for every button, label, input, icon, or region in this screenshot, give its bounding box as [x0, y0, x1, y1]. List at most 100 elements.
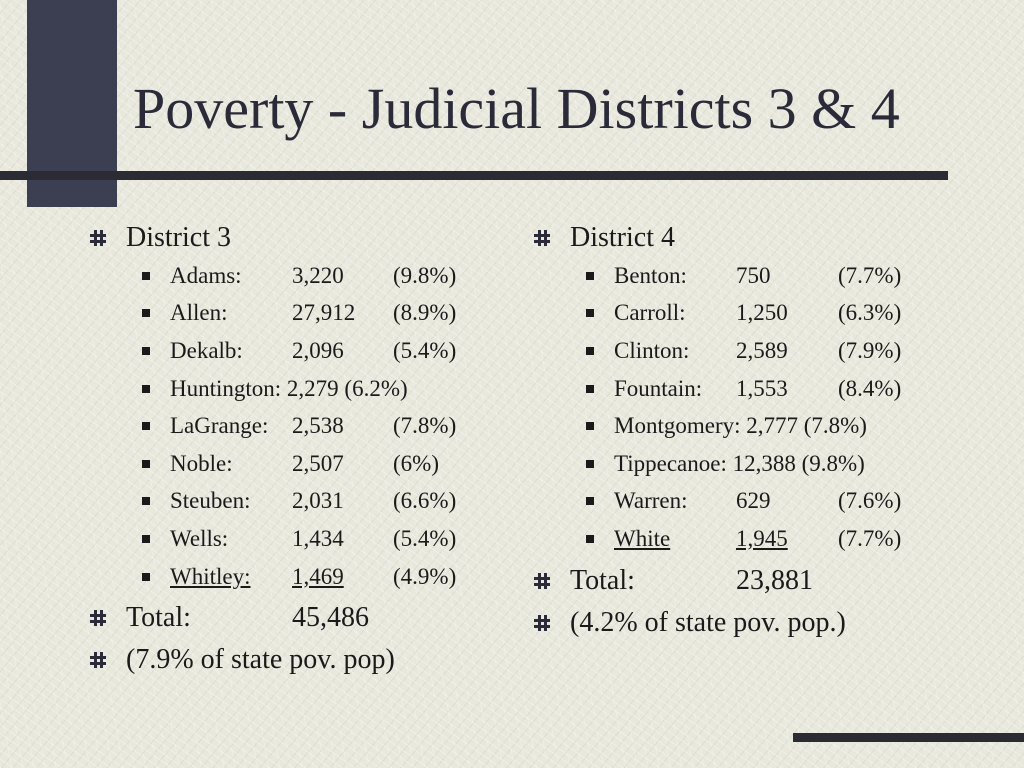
county-count: 27,912: [292, 300, 356, 326]
square-bullet-icon: [142, 422, 150, 431]
square-bullet-icon: [142, 572, 150, 581]
district-4-column: District 4 Benton: 750 (7.7%) Carroll: 1…: [534, 219, 974, 642]
county-percent: (7.8%): [393, 413, 457, 439]
square-bullet-icon: [142, 459, 150, 468]
county-percent: (6.6%): [393, 488, 457, 514]
county-percent: (9.8%): [393, 262, 457, 288]
county-percent: (6%): [393, 450, 439, 476]
county-name: LaGrange:: [170, 413, 269, 439]
footer-divider: [793, 733, 1024, 742]
county-row: Adams: 3,220 (9.8%): [90, 257, 500, 295]
square-bullet-icon: [586, 346, 594, 355]
county-percent: (5.4%): [393, 525, 457, 551]
county-row: Dekalb: 2,096 (5.4%): [90, 332, 500, 370]
square-bullet-icon: [586, 459, 594, 468]
square-bullet-icon: [586, 271, 594, 280]
county-row: Huntington: 2,279 (6.2%): [90, 370, 500, 408]
district-4-share: (4.2% of state pov. pop.): [534, 604, 974, 642]
county-percent: (8.9%): [393, 300, 457, 326]
county-name: Clinton:: [614, 337, 690, 363]
county-count: 1,469: [292, 563, 344, 589]
title-divider: [0, 171, 948, 180]
square-bullet-icon: [142, 534, 150, 543]
county-row: Whitley: 1,469 (4.9%): [90, 558, 500, 596]
county-count: 2,589: [736, 337, 788, 363]
district-3-total: Total: 45,486: [90, 599, 500, 637]
square-bullet-icon: [586, 422, 594, 431]
hash-bullet-icon: [90, 230, 106, 246]
county-row: Tippecanoe: 12,388 (9.8%): [534, 445, 974, 483]
district-4-heading-item: District 4: [534, 219, 974, 257]
square-bullet-icon: [142, 497, 150, 506]
square-bullet-icon: [586, 384, 594, 393]
county-row-text: Tippecanoe: 12,388 (9.8%): [614, 450, 865, 476]
county-percent: (8.4%): [838, 375, 902, 401]
square-bullet-icon: [586, 309, 594, 318]
county-row: Allen: 27,912 (8.9%): [90, 295, 500, 333]
county-row: Wells: 1,434 (5.4%): [90, 520, 500, 558]
county-name: Steuben:: [170, 488, 251, 514]
hash-bullet-icon: [534, 230, 550, 246]
county-count: 2,096: [292, 337, 344, 363]
county-name: Wells:: [170, 525, 229, 551]
county-row: Montgomery: 2,777 (7.8%): [534, 407, 974, 445]
county-row: Clinton: 2,589 (7.9%): [534, 332, 974, 370]
slide-title: Poverty - Judicial Districts 3 & 4: [133, 76, 900, 141]
county-count: 2,538: [292, 413, 344, 439]
county-name: White: [614, 525, 671, 551]
county-name: Fountain:: [614, 375, 703, 401]
county-row: Fountain: 1,553 (8.4%): [534, 370, 974, 408]
hash-bullet-icon: [534, 614, 550, 631]
county-percent: (5.4%): [393, 337, 457, 363]
district-4-total: Total: 23,881: [534, 562, 974, 600]
county-percent: (6.3%): [838, 300, 902, 326]
share-text: (7.9% of state pov. pop): [126, 644, 395, 676]
county-name: Benton:: [614, 262, 687, 288]
square-bullet-icon: [142, 309, 150, 318]
county-count: 629: [736, 488, 771, 514]
county-count: 3,220: [292, 262, 344, 288]
square-bullet-icon: [142, 271, 150, 280]
county-name: Carroll:: [614, 300, 686, 326]
county-name: Whitley:: [170, 563, 251, 589]
square-bullet-icon: [586, 534, 594, 543]
district-3-heading-item: District 3: [90, 219, 500, 257]
county-row-text: Montgomery: 2,777 (7.8%): [614, 413, 867, 439]
county-row: LaGrange: 2,538 (7.8%): [90, 407, 500, 445]
square-bullet-icon: [586, 497, 594, 506]
county-percent: (7.7%): [838, 262, 902, 288]
county-row: White 1,945 (7.7%): [534, 520, 974, 558]
county-percent: (7.6%): [838, 488, 902, 514]
total-value: 23,881: [736, 564, 813, 596]
county-name: Warren:: [614, 488, 688, 514]
county-count: 2,031: [292, 488, 344, 514]
hash-bullet-icon: [534, 572, 550, 589]
district-3-heading: District 3: [126, 222, 231, 253]
hash-bullet-icon: [90, 652, 106, 669]
county-count: 1,250: [736, 300, 788, 326]
square-bullet-icon: [142, 384, 150, 393]
share-text: (4.2% of state pov. pop.): [570, 606, 846, 638]
county-row: Carroll: 1,250 (6.3%): [534, 295, 974, 333]
county-row: Benton: 750 (7.7%): [534, 257, 974, 295]
county-count: 750: [736, 262, 771, 288]
county-percent: (4.9%): [393, 563, 457, 589]
district-4-heading: District 4: [570, 222, 675, 253]
hash-bullet-icon: [90, 610, 106, 627]
total-label: Total:: [570, 564, 635, 596]
county-count: 1,945: [736, 525, 788, 551]
county-name: Adams:: [170, 262, 242, 288]
county-row-text: Huntington: 2,279 (6.2%): [170, 375, 408, 401]
county-row: Noble: 2,507 (6%): [90, 445, 500, 483]
total-label: Total:: [126, 602, 191, 634]
county-count: 1,434: [292, 525, 344, 551]
total-value: 45,486: [292, 602, 369, 634]
county-name: Dekalb:: [170, 337, 243, 363]
county-percent: (7.9%): [838, 337, 902, 363]
county-count: 1,553: [736, 375, 788, 401]
county-name: Allen:: [170, 300, 228, 326]
county-name: Noble:: [170, 450, 233, 476]
county-row: Warren: 629 (7.6%): [534, 483, 974, 521]
district-3-column: District 3 Adams: 3,220 (9.8%) Allen: 27…: [90, 219, 500, 679]
district-3-share: (7.9% of state pov. pop): [90, 641, 500, 679]
